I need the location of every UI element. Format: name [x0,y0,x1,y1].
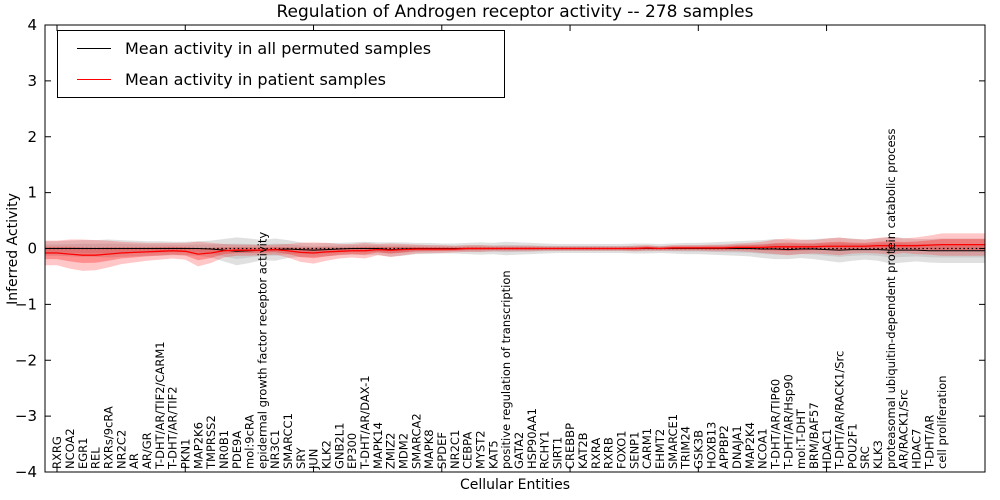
x-tick-label: MAP2K4 [743,422,757,469]
permuted-band-outer [45,236,985,266]
y-tick-label: 3 [27,72,37,90]
y-tick-label: −1 [15,295,37,313]
x-tick-label: NR2C2 [114,430,128,469]
x-tick-label: SIRT1 [550,437,564,469]
x-tick-label: SMARCE1 [666,414,680,469]
legend-label-patient: Mean activity in patient samples [125,69,386,89]
x-tick-label: MYST2 [473,430,487,469]
x-tick-label: SPDEF [435,432,449,469]
x-tick-label: NCOA2 [63,428,77,469]
x-tick-label: proteasomal ubiquitin-dependent protein … [884,128,898,469]
legend-item-patient: Mean activity in patient samples [64,69,498,89]
x-tick-label: CARM1 [640,428,654,469]
x-tick-label: EP300 [345,433,359,469]
y-tick-label: 0 [27,240,37,258]
x-tick-label: SENP1 [627,432,641,469]
y-tick-label: 1 [27,184,37,202]
legend-item-permuted: Mean activity in all permuted samples [64,38,498,58]
x-tick-label: AR/GR [140,432,154,469]
patient-mean-line [45,243,985,256]
x-tick-label: T-DHT/AR/TIF2/CARM1 [153,341,167,470]
x-tick-label: positive regulation of transcription [499,270,513,469]
x-tick-label: CREBBP [563,423,577,469]
x-tick-label: RXRB [602,437,616,469]
x-tick-label: RXRs/9cRA [102,406,116,469]
x-tick-label: NR0B1 [217,430,231,469]
x-tick-label: REL [89,447,103,469]
x-tick-label: KLK3 [871,440,885,469]
x-tick-label: TMPRSS2 [204,415,218,470]
y-axis-label: Inferred Activity [5,193,21,305]
x-tick-label: KAT5 [486,440,500,469]
x-tick-label: T-DHT/AR [922,415,936,470]
x-tick-label: SRY [294,446,308,469]
x-tick-label: EGR1 [76,438,90,470]
x-tick-label: HDAC7 [910,429,924,469]
y-tick-label: −3 [15,407,37,425]
x-tick-label: KAT2B [576,432,590,469]
x-tick-label: T-DHT/AR/Hsp90 [781,374,795,470]
x-tick-label: TRIM24 [679,426,693,470]
x-tick-label: MDM2 [397,433,411,469]
x-tick-label: RCHY1 [538,431,552,469]
x-tick-label: CEBPA [461,432,475,469]
x-tick-label: HDAC1 [820,429,834,469]
x-tick-label: MAPK14 [371,422,385,469]
y-tick-label: −2 [15,351,37,369]
x-tick-label: SRC [858,446,872,469]
y-tick-label: 4 [27,16,37,34]
x-tick-label: T-DHT/AR/DAX-1 [358,375,372,470]
chart-title: Regulation of Androgen receptor activity… [276,2,754,22]
x-tick-label: RXRA [589,438,603,469]
x-tick-label: HOXB13 [704,422,718,469]
x-tick-label: FOXO1 [615,431,629,469]
x-tick-label: HSP90AA1 [525,408,539,469]
patient-band-outer [45,233,985,271]
x-tick-label: mol:T-DHT [794,408,808,469]
x-axis-label: Cellular Entities [459,477,571,493]
x-tick-label: GSK3B [692,430,706,469]
y-tick-label: 2 [27,128,37,146]
x-tick-label: NR3C1 [268,430,282,469]
x-tick-label: JUN [307,449,321,470]
x-tick-label: MAP2K6 [191,422,205,469]
x-tick-label: ZMIZ2 [384,433,398,469]
x-tick-label: epidermal growth factor receptor activit… [255,232,269,469]
x-tick-label: T-DHT/AR/RACK1/Src [833,351,847,470]
legend: Mean activity in all permuted samples Me… [57,30,505,98]
x-tick-label: APPBP2 [717,425,731,469]
x-tick-label: PKN1 [178,439,192,469]
x-tick-label: T-DHT/AR/TIF2 [166,386,180,470]
x-tick-label: KLK2 [320,440,334,469]
y-tick-label: −4 [15,463,37,481]
legend-line-permuted [77,48,111,49]
legend-line-patient [77,79,111,80]
x-tick-label: POU2F1 [845,423,859,469]
x-tick-label: SMARCA2 [409,413,423,469]
x-tick-label: cell proliferation [935,375,949,469]
x-tick-label: T-DHT/AR/TIP60 [768,379,782,470]
legend-label-permuted: Mean activity in all permuted samples [125,38,432,58]
x-tick-label: GNB2L1 [332,423,346,469]
x-tick-label: AR/RACK1/Src [897,389,911,469]
x-tick-label: AR [127,453,141,469]
x-tick-label: RXRG [50,436,64,469]
x-tick-label: PDE9A [230,431,244,469]
x-tick-label: BRM/BAF57 [807,402,821,469]
x-tick-label: NR2C1 [448,430,462,469]
x-tick-label: GATA2 [512,432,526,469]
x-tick-label: NCOA1 [756,428,770,469]
x-tick-label: EHMT2 [653,429,667,469]
x-tick-label: DNAJA1 [730,425,744,469]
x-tick-label: MAPK8 [422,429,436,469]
x-tick-label: SMARCC1 [281,413,295,469]
x-tick-label: mol:9cRA [243,415,257,469]
